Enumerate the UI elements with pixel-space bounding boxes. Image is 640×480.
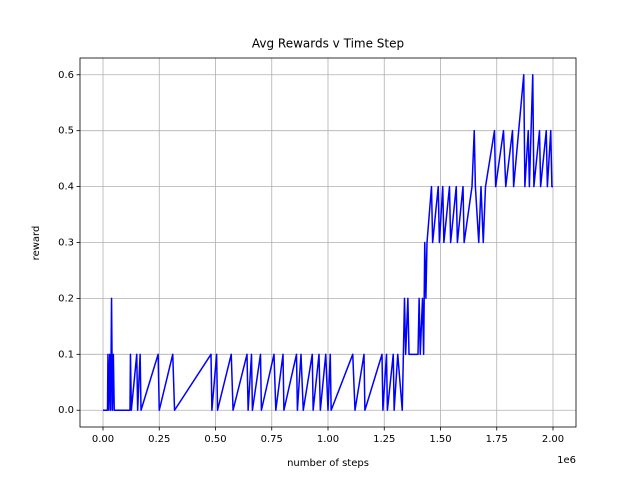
x-tick-label: 2.00 bbox=[542, 434, 564, 445]
x-tick-label: 1.50 bbox=[429, 434, 451, 445]
y-tick-label: 0.2 bbox=[58, 293, 74, 304]
x-tick-label: 0.50 bbox=[204, 434, 226, 445]
x-tick-label: 1.75 bbox=[486, 434, 508, 445]
y-tick-label: 0.5 bbox=[58, 126, 74, 137]
plot-frame bbox=[79, 57, 577, 428]
x-offset-text: 1e6 bbox=[557, 455, 576, 466]
y-tick-label: 0.6 bbox=[58, 70, 74, 81]
data-line bbox=[103, 74, 553, 411]
y-tick-label: 0.4 bbox=[58, 182, 74, 193]
x-tick-label: 1.25 bbox=[373, 434, 395, 445]
x-tick-label: 1.00 bbox=[317, 434, 339, 445]
y-tick-label: 0.0 bbox=[58, 405, 74, 416]
y-tick-label: 0.3 bbox=[58, 238, 74, 249]
x-tick-label: 0.00 bbox=[92, 434, 114, 445]
x-tick-label: 0.25 bbox=[148, 434, 170, 445]
x-axis-label: number of steps bbox=[287, 458, 369, 469]
x-tick-label: 0.75 bbox=[261, 434, 283, 445]
y-axis-label: reward bbox=[31, 226, 42, 261]
y-tick-label: 0.1 bbox=[58, 349, 74, 360]
chart-title: Avg Rewards v Time Step bbox=[252, 37, 404, 51]
